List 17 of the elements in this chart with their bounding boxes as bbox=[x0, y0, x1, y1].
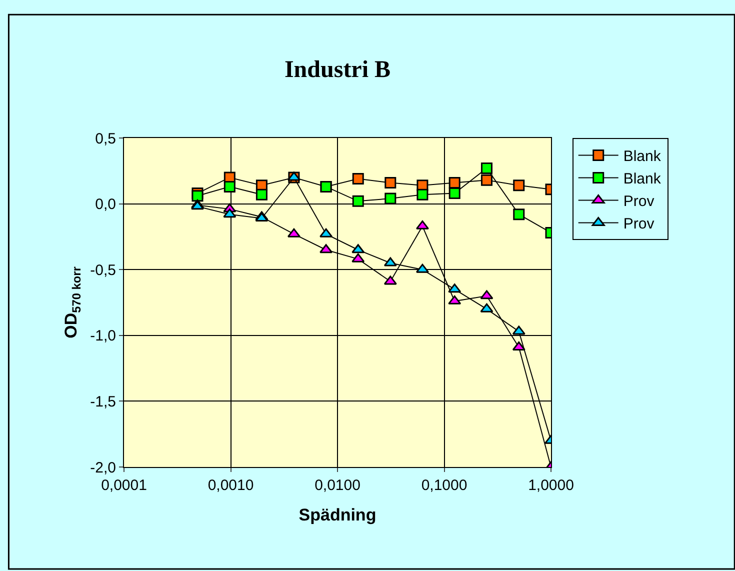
legend-label: Prov bbox=[623, 193, 655, 210]
legend-label: Prov bbox=[623, 216, 655, 233]
y-tick-label: 0,5 bbox=[95, 130, 116, 148]
legend-label: Blank bbox=[623, 170, 662, 188]
chart-title: Industri B bbox=[284, 56, 391, 83]
x-axis-title: Spädning bbox=[298, 505, 376, 524]
y-tick-label: -1,5 bbox=[90, 393, 116, 410]
x-tick-label: 1,0000 bbox=[528, 477, 574, 494]
x-tick-label: 0,0010 bbox=[208, 477, 254, 494]
y-tick-label: -0,5 bbox=[90, 262, 116, 279]
legend-label: Blank bbox=[623, 148, 662, 166]
x-tick-label: 0,0100 bbox=[314, 477, 360, 494]
y-tick-label: -2,0 bbox=[90, 459, 116, 476]
x-tick-label: 0,1000 bbox=[421, 477, 468, 494]
x-tick-label: 0,0001 bbox=[101, 477, 147, 494]
y-tick-label: -1,0 bbox=[90, 328, 116, 345]
y-tick-label: 0,0 bbox=[95, 196, 116, 214]
